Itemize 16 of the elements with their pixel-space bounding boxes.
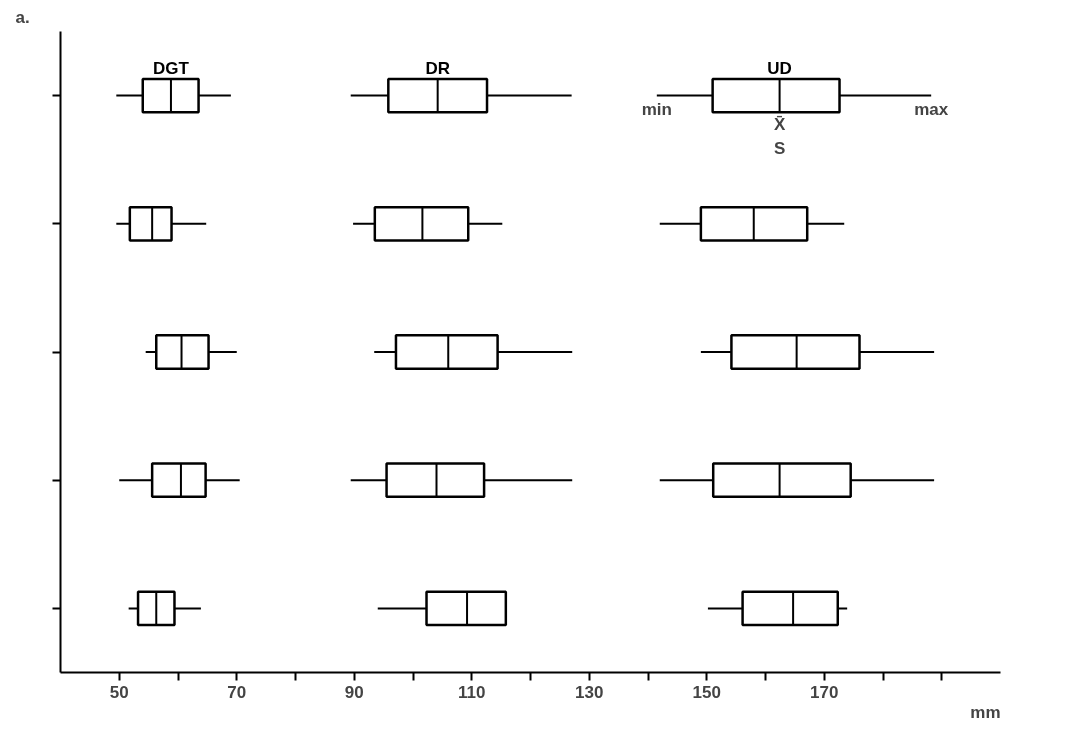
series-label: UD bbox=[767, 58, 792, 78]
x-tick-label: 110 bbox=[458, 682, 486, 702]
annotation: max bbox=[914, 99, 949, 119]
x-tick-label: 70 bbox=[227, 682, 247, 702]
series-label: DGT bbox=[153, 58, 190, 78]
series-label: DR bbox=[425, 58, 450, 78]
x-axis-title: mm bbox=[970, 702, 1001, 722]
annotation: S bbox=[773, 139, 786, 159]
x-tick-label: 150 bbox=[692, 682, 721, 702]
x-tick-label: 90 bbox=[344, 682, 364, 702]
x-tick-label: 50 bbox=[109, 682, 129, 702]
x-tick-label: 130 bbox=[575, 682, 604, 702]
annotation: X̄ bbox=[773, 115, 786, 135]
text: a. bbox=[15, 7, 30, 27]
annotation: min bbox=[641, 99, 672, 119]
x-tick-label: 170 bbox=[810, 682, 839, 702]
